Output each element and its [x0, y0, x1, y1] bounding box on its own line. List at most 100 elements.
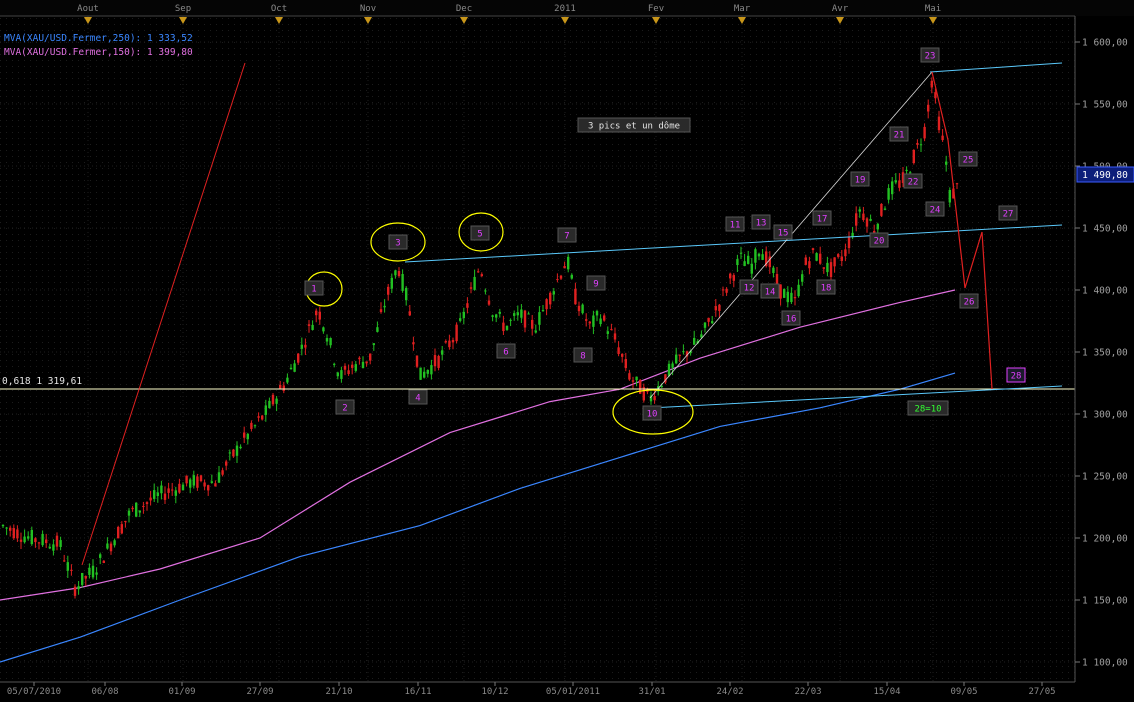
candle-body [441, 350, 444, 355]
candle-body [923, 126, 926, 139]
red-trend-line [81, 62, 246, 566]
candle-body [37, 542, 41, 544]
candle-body [955, 183, 959, 185]
candle-body [365, 361, 368, 364]
candle-body [124, 520, 127, 523]
legend-ma250: MVA(XAU/USD.Fermer,250): 1 333,52 [4, 33, 193, 44]
candle-body [41, 533, 44, 546]
candle-body [257, 416, 260, 418]
wave-label: 13 [751, 214, 771, 230]
candle-body [822, 267, 825, 269]
x-tick-label: 05/01/2011 [546, 687, 600, 697]
wave-label-box [557, 227, 577, 243]
candle-body [905, 169, 908, 171]
wave-label-box [889, 126, 909, 142]
candle-body [253, 425, 257, 427]
candle-body [570, 274, 573, 279]
x-tick-label: 06/08 [91, 687, 118, 697]
candle-body [282, 385, 285, 391]
y-tick-label: 1 300,00 [1082, 410, 1128, 421]
candle-body [52, 544, 55, 551]
candle-body [480, 274, 483, 277]
candle-body [9, 527, 12, 531]
wave-label-box [408, 389, 428, 405]
candle-body [340, 370, 343, 379]
candle-body [185, 475, 188, 484]
candle-body [639, 379, 642, 394]
month-label: Aout [77, 4, 99, 14]
wave-label-text: 14 [765, 288, 776, 298]
month-marker [275, 17, 283, 24]
candle-body [567, 256, 570, 270]
wave-label: 10 [642, 405, 662, 421]
candle-body [858, 209, 861, 212]
candle-body [901, 172, 905, 184]
month-marker [652, 17, 660, 24]
wave-label: 5 [470, 225, 490, 241]
candle-body [477, 271, 480, 273]
x-tick-label: 22/03 [794, 687, 821, 697]
top-line [929, 62, 1063, 73]
wave-label-text: 23 [925, 52, 936, 62]
candlesticks [1, 77, 959, 599]
candle-body [509, 319, 512, 321]
candle-body [250, 422, 253, 429]
candle-body [642, 387, 645, 401]
month-label: 2011 [554, 4, 576, 14]
candle-body [606, 331, 609, 334]
candle-body [232, 449, 235, 457]
wave-label-text: 1 [311, 285, 316, 295]
candle-body [559, 275, 563, 279]
candle-body [383, 305, 386, 308]
candle-body [131, 507, 134, 510]
candle-body [369, 353, 372, 361]
last-price: 1 490,80 [1082, 170, 1128, 181]
wave-label-box [725, 216, 745, 232]
candle-body [520, 309, 523, 318]
candle-body [801, 274, 804, 282]
candle-body [495, 314, 498, 318]
candle-body [577, 305, 581, 312]
candle-body [153, 490, 156, 499]
candle-body [45, 539, 48, 544]
last-price-box [1076, 166, 1134, 183]
candle-body [779, 284, 782, 299]
wave-label: 19 [850, 171, 870, 187]
candle-body [73, 586, 77, 596]
wave-label: 20 [869, 232, 889, 248]
candle-body [696, 340, 699, 344]
month-marker [836, 17, 844, 24]
candle-body [588, 321, 591, 324]
candle-body [394, 270, 397, 276]
candle-body [729, 273, 732, 279]
highlight-circle [458, 212, 504, 252]
candle-body [916, 142, 919, 145]
candle-body [81, 572, 84, 585]
candle-body [865, 218, 869, 227]
wave-label-text: 13 [756, 219, 767, 229]
candle-body [142, 505, 145, 508]
candle-body [217, 472, 221, 483]
y-tick-label: 1 250,00 [1082, 472, 1128, 483]
annotation-box [577, 117, 691, 133]
candle-body [30, 529, 33, 545]
wave-label-text: 9 [593, 280, 598, 290]
candle-body [473, 276, 476, 290]
candle-body [945, 161, 948, 165]
candle-body [617, 347, 620, 355]
candle-body [275, 398, 278, 404]
candle-body [448, 340, 451, 348]
wave-label: 16 [781, 310, 801, 326]
candle-body [772, 267, 775, 273]
wave-label-box [850, 171, 870, 187]
candle-body [887, 188, 890, 200]
wave-label-box [739, 279, 759, 295]
candle-body [99, 554, 102, 558]
candle-body [937, 116, 941, 131]
candle-body [117, 526, 120, 539]
candle-body [880, 203, 883, 216]
candle-body [300, 344, 303, 349]
candle-body [228, 452, 231, 454]
wave-label-box [903, 173, 923, 189]
